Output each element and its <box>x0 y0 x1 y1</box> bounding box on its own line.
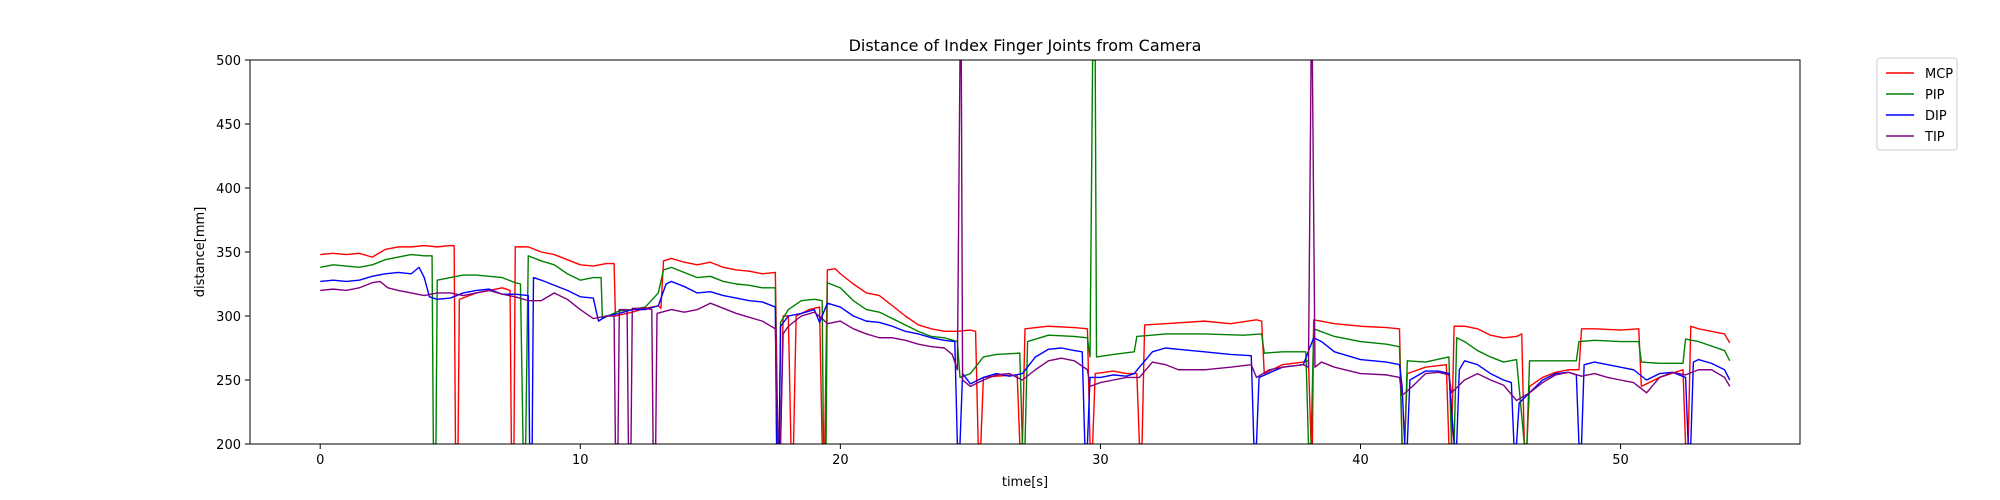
series-line-tip <box>320 60 1731 444</box>
plot-area <box>250 60 1800 444</box>
y-tick-label: 500 <box>216 54 241 69</box>
y-axis-ticks: 200 250 300 350 400 450 500 <box>216 54 250 453</box>
series-line-dip <box>320 266 1731 444</box>
y-axis-label: distance[mm] <box>193 207 208 298</box>
y-tick-label: 300 <box>216 310 241 325</box>
y-tick-label: 250 <box>216 374 241 389</box>
legend-box <box>1876 57 1958 151</box>
legend-label-pip: PIP <box>1925 88 1945 103</box>
series-line-mcp <box>320 244 1731 444</box>
x-tick-label: 10 <box>572 453 589 468</box>
x-tick-label: 30 <box>1092 453 1109 468</box>
series-line-pip <box>320 60 1731 444</box>
y-tick-label: 400 <box>216 182 241 197</box>
y-tick-label: 350 <box>216 246 241 261</box>
y-tick-label: 450 <box>216 118 241 133</box>
x-axis-label: time[s] <box>1002 475 1048 490</box>
legend-items: MCP PIP DIP TIP <box>1886 67 1953 145</box>
series-layer <box>320 60 1731 444</box>
x-tick-label: 50 <box>1612 453 1629 468</box>
chart-title: Distance of Index Finger Joints from Cam… <box>849 36 1202 55</box>
legend-label-dip: DIP <box>1925 109 1947 124</box>
x-tick-label: 20 <box>832 453 849 468</box>
x-axis-ticks: 0 10 20 30 40 50 <box>316 444 1629 468</box>
legend: MCP PIP DIP TIP <box>1876 57 1958 151</box>
x-tick-label: 40 <box>1352 453 1369 468</box>
x-tick-label: 0 <box>316 453 324 468</box>
y-tick-label: 200 <box>216 438 241 453</box>
legend-label-mcp: MCP <box>1925 67 1953 82</box>
legend-label-tip: TIP <box>1924 130 1945 145</box>
